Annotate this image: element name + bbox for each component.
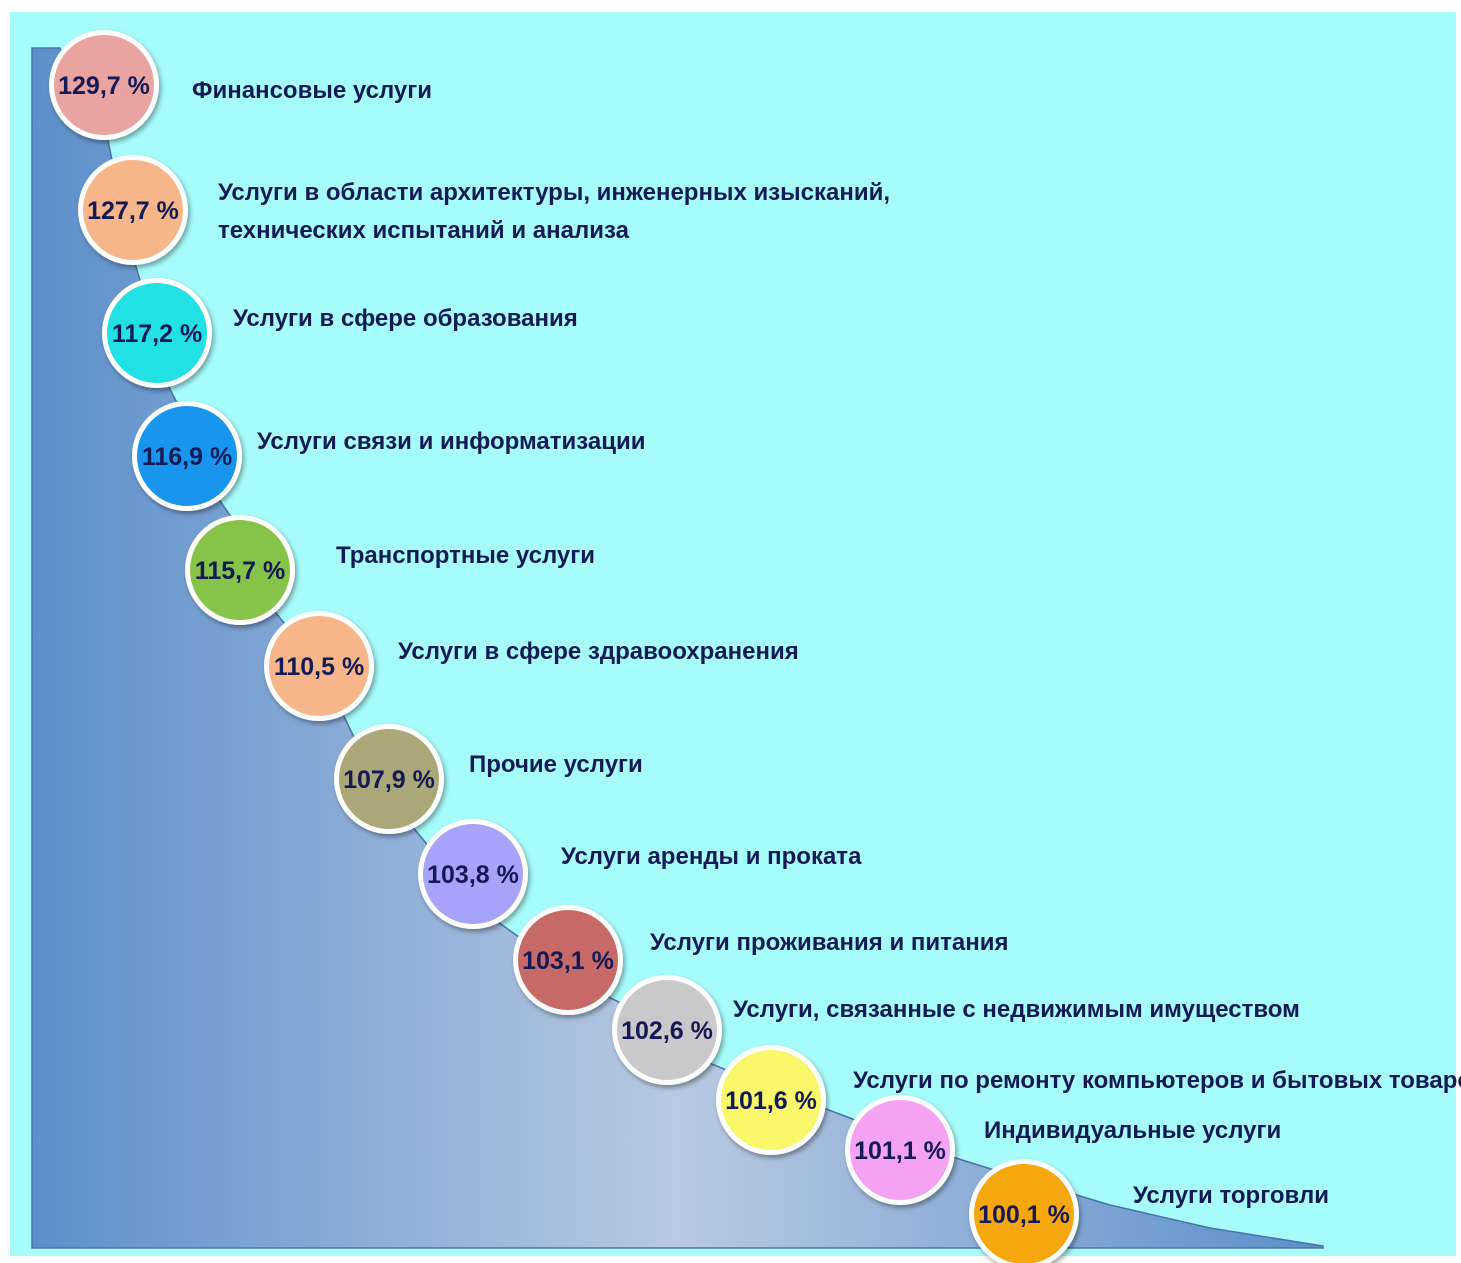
value-bubble xyxy=(137,406,237,506)
value-bubble xyxy=(54,35,154,135)
category-label: Прочие услуги xyxy=(469,751,643,778)
category-item: 100,1 % Услуги торговли xyxy=(969,1159,1329,1263)
category-label: Индивидуальные услуги xyxy=(984,1117,1281,1144)
category-label: Транспортные услуги xyxy=(336,542,595,569)
chart-items: 129,7 % Финансовые услуги 127,7 % Услуги в … xyxy=(49,30,1461,1263)
value-bubble xyxy=(518,910,618,1010)
value-bubble xyxy=(107,283,207,383)
category-item: 107,9 % Прочие услуги xyxy=(334,724,643,834)
value-bubble xyxy=(339,729,439,829)
category-label: Услуги в сфере образования xyxy=(233,305,578,332)
value-bubble xyxy=(974,1164,1074,1263)
value-label: 129,7 % xyxy=(58,72,150,100)
value-label: 116,9 % xyxy=(142,443,232,471)
value-bubble xyxy=(423,824,523,924)
category-item: 103,8 % Услуги аренды и проката xyxy=(418,819,862,929)
category-label: Услуги в сфере здравоохранения xyxy=(398,638,799,665)
value-label: 101,1 % xyxy=(854,1137,946,1165)
category-item: 101,1 % Индивидуальные услуги xyxy=(845,1095,1281,1205)
category-item: 110,5 % Услуги в сфере здравоохранения xyxy=(264,611,799,721)
category-label: Услуги в области архитектуры, инженерных… xyxy=(218,179,890,206)
category-label: Услуги проживания и питания xyxy=(650,929,1008,956)
value-label: 115,7 % xyxy=(195,557,285,585)
value-label: 103,1 % xyxy=(522,947,614,975)
category-label: технических испытаний и анализа xyxy=(218,217,630,244)
category-label: Услуги, связанные с недвижимым имущество… xyxy=(733,996,1300,1023)
category-item: 115,7 % Транспортные услуги xyxy=(185,515,595,625)
category-item: 101,6 % Услуги по ремонту компьютеров и б… xyxy=(716,1045,1461,1155)
value-bubble xyxy=(617,980,717,1080)
category-label: Услуги связи и информатизации xyxy=(257,428,645,455)
value-bubble xyxy=(850,1100,950,1200)
value-label: 110,5 % xyxy=(274,653,364,681)
value-label: 101,6 % xyxy=(725,1087,817,1115)
category-item: 116,9 % Услуги связи и информатизации xyxy=(132,401,645,511)
category-item: 117,2 % Услуги в сфере образования xyxy=(102,278,578,388)
value-label: 102,6 % xyxy=(621,1017,713,1045)
category-label: Услуги по ремонту компьютеров и бытовых … xyxy=(853,1067,1461,1094)
value-label: 127,7 % xyxy=(87,197,179,225)
category-item: 129,7 % Финансовые услуги xyxy=(49,30,432,140)
category-item: 127,7 % Услуги в области архитектуры, инж… xyxy=(78,155,890,265)
category-label: Услуги торговли xyxy=(1133,1182,1329,1209)
value-label: 103,8 % xyxy=(427,861,519,889)
value-bubble xyxy=(721,1050,821,1150)
value-label: 100,1 % xyxy=(978,1201,1070,1229)
value-bubble xyxy=(190,520,290,620)
value-bubble xyxy=(83,160,183,260)
category-label: Услуги аренды и проката xyxy=(561,843,862,870)
value-label: 117,2 % xyxy=(112,320,202,348)
value-label: 107,9 % xyxy=(343,766,435,794)
category-item: 103,1 % Услуги проживания и питания xyxy=(513,905,1008,1015)
category-item: 102,6 % Услуги, связанные с недвижимым им… xyxy=(612,975,1300,1085)
value-bubble xyxy=(269,616,369,716)
category-label: Финансовые услуги xyxy=(192,77,432,104)
